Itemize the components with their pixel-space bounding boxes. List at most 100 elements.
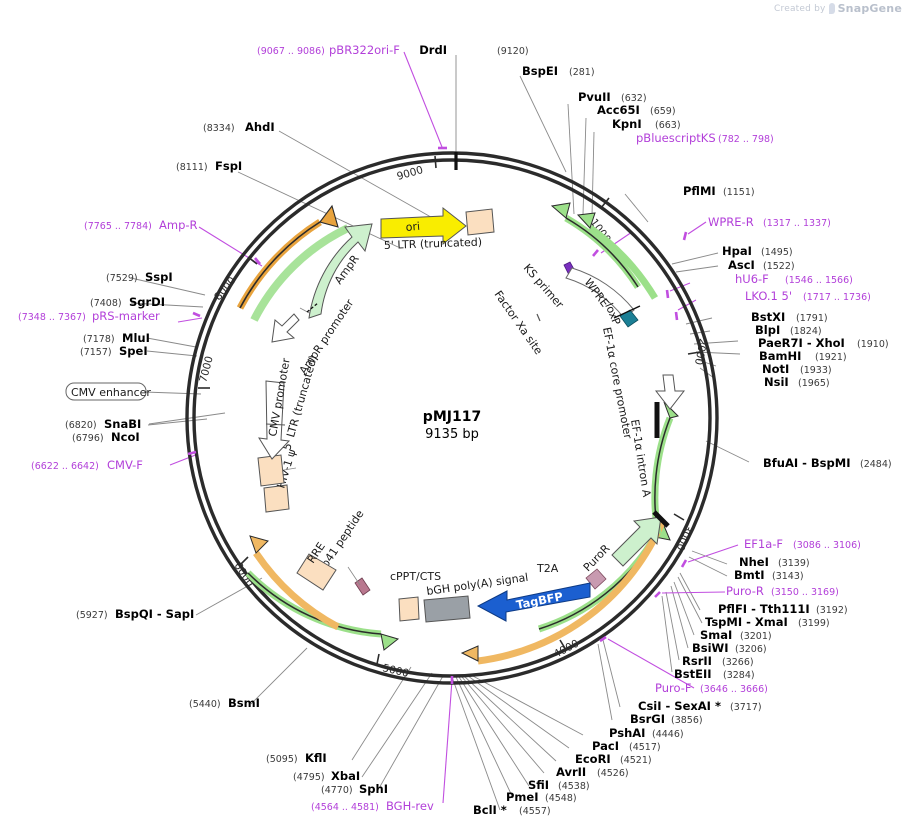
enzyme-pos: (1910): [857, 339, 889, 350]
label-bsiwi[interactable]: BsiWI (3206): [692, 641, 767, 655]
label-puro-r[interactable]: Puro-R (3150 .. 3169): [726, 584, 839, 598]
feature-wpre[interactable]: WPRE: [565, 267, 635, 319]
label-bcli[interactable]: BclI * (4557): [473, 803, 551, 817]
enzyme-name: PacI: [592, 739, 619, 753]
enzyme-pos: (5927): [76, 610, 108, 621]
enzyme-pos: (3143): [772, 571, 804, 582]
label-bmti[interactable]: BmtI (3143): [734, 568, 804, 582]
enzyme-pos: (6820): [65, 420, 97, 431]
label-nsii[interactable]: NsiI (1965): [764, 375, 830, 389]
enzyme-name: PmeI: [506, 790, 539, 804]
feature-t2a[interactable]: T2A: [536, 562, 607, 590]
primer-name: CMV-F: [107, 458, 143, 472]
label-tspmi-xmai[interactable]: TspMI - XmaI (3199): [705, 615, 830, 629]
label-bstEII[interactable]: BstEII (3284): [674, 667, 755, 681]
enzyme-name: PflMI: [683, 184, 716, 198]
label-smai[interactable]: SmaI (3201): [700, 628, 772, 642]
feature-ks-primer[interactable]: KS primer: [521, 261, 576, 311]
label-pmei[interactable]: PmeI (4548): [506, 790, 577, 804]
label-lko1-5prime[interactable]: LKO.1 5' (1717 .. 1736): [745, 289, 871, 303]
label-pvuii[interactable]: PvuII (632): [578, 90, 647, 104]
primer-range: (1717 .. 1736): [803, 292, 871, 303]
enzyme-pos: (3284): [723, 670, 755, 681]
label-sfii[interactable]: SfiI (4538): [528, 778, 590, 792]
enzyme-name: NotI: [762, 362, 789, 376]
label-fspi[interactable]: (8111) FspI: [176, 159, 242, 173]
feature-cmv-enhancer[interactable]: CMV enhancer: [65, 382, 151, 401]
label-csii-sexai[interactable]: CsiI - SexAI * (3717): [638, 699, 762, 713]
label-pbluescriptks[interactable]: pBluescriptKS (782 .. 798): [636, 131, 774, 145]
label-ecori[interactable]: EcoRI (4521): [575, 752, 652, 766]
label-cmv-f[interactable]: (6622 .. 6642) CMV-F: [31, 458, 143, 472]
label-bsmi[interactable]: (5440) BsmI: [189, 696, 260, 710]
label-avrii[interactable]: AvrII (4526): [556, 765, 629, 779]
enzyme-pos: (3266): [722, 657, 754, 668]
label-hu6-f[interactable]: hU6-F (1546 .. 1566): [735, 272, 853, 286]
enzyme-name: BfuAI - BspMI: [763, 456, 850, 470]
feature-label-factor-xa: Factor Xa site: [492, 288, 546, 357]
label-bsrgi[interactable]: BsrGI (3856): [630, 712, 703, 726]
feature-cppt-cts[interactable]: cPPT/CTS: [390, 570, 441, 622]
label-bspqi-sapi[interactable]: (5927) BspQI - SapI: [76, 607, 194, 621]
enzyme-pos: (7178): [83, 334, 115, 345]
enzyme-name: HpaI: [722, 244, 752, 258]
label-pbr322ori-f[interactable]: (9067 .. 9086) pBR322ori-F: [257, 43, 400, 57]
enzyme-pos: (1921): [815, 352, 847, 363]
enzyme-pos: (4526): [597, 768, 629, 779]
label-drdi[interactable]: DrdI (9120): [419, 43, 528, 57]
enzyme-pos: (3206): [735, 644, 767, 655]
label-prs-marker[interactable]: (7348 .. 7367) pRS-marker: [18, 309, 160, 323]
enzyme-name: PshAI: [609, 726, 645, 740]
enzyme-pos: (3201): [740, 631, 772, 642]
label-spei[interactable]: (7157) SpeI: [80, 344, 148, 358]
label-ahdi[interactable]: (8334) AhdI: [203, 120, 275, 134]
enzyme-pos: (7157): [80, 347, 112, 358]
label-pflfi-tth111i[interactable]: PflFI - Tth111I (3192): [718, 602, 848, 616]
label-xbai[interactable]: (4795) XbaI: [293, 769, 360, 783]
label-wpre-r[interactable]: WPRE-R (1317 .. 1337): [708, 215, 831, 229]
label-puro-f[interactable]: Puro-F (3646 .. 3666): [655, 681, 768, 695]
label-blpi[interactable]: BlpI (1824): [755, 323, 822, 337]
label-bgh-rev[interactable]: (4564 .. 4581) BGH-rev: [311, 799, 434, 813]
label-bstxi[interactable]: BstXI (1791): [751, 310, 828, 324]
label-pflmi[interactable]: PflMI (1151): [683, 184, 755, 198]
label-mlui[interactable]: (7178) MluI: [83, 331, 150, 345]
label-bamhi[interactable]: BamHI (1921): [759, 349, 847, 363]
label-ef1a-f[interactable]: EF1a-F (3086 .. 3106): [744, 537, 861, 551]
label-amp-r[interactable]: (7765 .. 7784) Amp-R: [84, 218, 198, 232]
label-sspi[interactable]: (7529) SspI: [106, 270, 173, 284]
feature-ampr[interactable]: AmpR: [306, 223, 373, 319]
label-hpai[interactable]: HpaI (1495): [722, 244, 793, 258]
label-kfli[interactable]: (5095) KflI: [266, 751, 327, 765]
label-nhei[interactable]: NheI (3139): [739, 555, 810, 569]
feature-ori[interactable]: ori: [380, 206, 467, 246]
label-asci[interactable]: AscI (1522): [728, 258, 795, 272]
label-kpni[interactable]: KpnI (663): [612, 117, 681, 131]
label-sgrdi[interactable]: (7408) SgrDI: [90, 295, 165, 309]
label-noti[interactable]: NotI (1933): [762, 362, 832, 376]
label-paci[interactable]: PacI (4517): [592, 739, 661, 753]
enzyme-name: AscI: [728, 258, 755, 272]
label-ncoi[interactable]: (6796) NcoI: [72, 430, 140, 444]
label-acc65i[interactable]: Acc65I (659): [597, 103, 676, 117]
label-sphi[interactable]: (4770) SphI: [321, 782, 388, 796]
feature-5ltr-truncated-top[interactable]: 5' LTR (truncated): [384, 208, 495, 252]
enzyme-name: AhdI: [245, 120, 275, 134]
label-bspei[interactable]: BspEI (281): [522, 64, 595, 78]
enzyme-pos: (4557): [519, 806, 551, 817]
label-rsrii[interactable]: RsrII (3266): [682, 654, 754, 668]
enzyme-pos: (281): [569, 67, 595, 78]
label-bfuai-bspmi[interactable]: BfuAI - BspMI (2484): [763, 456, 892, 470]
enzyme-pos: (1965): [798, 378, 830, 389]
label-pshai[interactable]: PshAI (4446): [609, 726, 684, 740]
label-snabi[interactable]: (6820) SnaBI: [65, 417, 141, 431]
enzyme-name: AvrII: [556, 765, 586, 779]
feature-tagbfp[interactable]: TagBFP: [476, 582, 591, 622]
enzyme-pos: (7529): [106, 273, 138, 284]
label-paer7i-xhoi[interactable]: PaeR7I - XhoI (1910): [758, 336, 889, 350]
feature-factor-xa-site[interactable]: Factor Xa site: [492, 288, 546, 357]
enzyme-pos: (7408): [90, 298, 122, 309]
enzyme-name: BmtI: [734, 568, 765, 582]
primer-name: LKO.1 5': [745, 289, 792, 303]
